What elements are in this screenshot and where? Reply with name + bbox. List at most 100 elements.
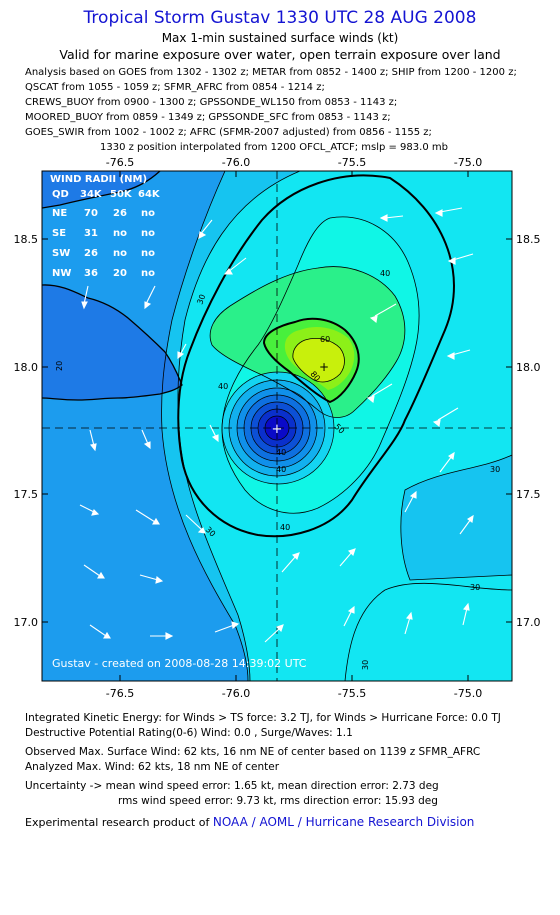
wind-arrow xyxy=(89,429,97,452)
wind-arrow xyxy=(144,285,156,310)
wind-arrow xyxy=(83,564,105,579)
interpolation-note: 1330 z position interpolated from 1200 O… xyxy=(100,142,448,153)
wind-arrow xyxy=(434,207,463,217)
lat-tick-label: 18.0 xyxy=(516,361,541,374)
lon-tick-label: -76.5 xyxy=(106,156,134,169)
lon-tick-label: -75.5 xyxy=(338,156,366,169)
wind-arrow xyxy=(343,605,355,627)
contour-30-south xyxy=(344,582,512,681)
contour-30-east xyxy=(400,454,512,581)
contour-label: 40 xyxy=(218,382,228,391)
wind-arrow xyxy=(135,509,160,525)
lon-tick-label: -75.0 xyxy=(454,156,482,169)
latitude-labels-left: 18.5 18.0 17.5 17.0 xyxy=(14,233,39,629)
contour-label: 30 xyxy=(195,293,207,306)
land-haiti xyxy=(42,171,160,208)
lat-tick-label: 18.0 xyxy=(14,361,39,374)
analysis-line: Analysis based on GOES from 1302 - 1302 … xyxy=(25,67,517,78)
wind-arrow xyxy=(339,548,356,567)
lat-tick-label: 18.5 xyxy=(516,233,541,246)
wind-arrow xyxy=(281,552,300,573)
wind-arrow xyxy=(369,303,397,324)
wind-arrow xyxy=(264,624,284,643)
radii-value: no xyxy=(141,248,155,259)
contour-34-gale xyxy=(177,174,455,538)
analysis-line: QSCAT from 1055 - 1059 z; SFMR_AFRC from… xyxy=(25,82,325,93)
radii-header-cell: 50K xyxy=(110,189,133,200)
contour-label: 60 xyxy=(320,335,330,344)
radii-quadrant: NW xyxy=(52,268,71,279)
analysis-line: CREWS_BUOY from 0900 - 1300 z; GPSSONDE_… xyxy=(25,97,398,108)
coastline xyxy=(42,284,183,401)
wind-arrow xyxy=(432,407,459,428)
wind-arrow xyxy=(379,214,404,222)
analysis-sources: Analysis based on GOES from 1302 - 1302 … xyxy=(25,65,555,155)
radii-header-cell: 34K xyxy=(80,189,103,200)
uncertainty-line: Uncertainty -> mean wind speed error: 1.… xyxy=(25,780,439,792)
contour-label: 20 xyxy=(55,361,64,371)
hrd-link[interactable]: NOAA / AOML / Hurricane Research Divisio… xyxy=(212,815,475,829)
destructive-potential-line: Destructive Potential Rating(0-6) Wind: … xyxy=(25,727,353,739)
wind-arrow xyxy=(89,624,111,639)
analysis-line: MOORED_BUOY from 0859 - 1349 z; GPSSONDE… xyxy=(25,112,391,123)
radii-value: 26 xyxy=(113,208,127,219)
radii-value: no xyxy=(141,268,155,279)
radii-value: 36 xyxy=(84,268,98,279)
lon-tick-label: -75.5 xyxy=(338,687,366,700)
lat-tick-label: 17.0 xyxy=(14,616,39,629)
longitude-labels-bottom: -76.5 -76.0 -75.5 -75.0 xyxy=(106,687,482,700)
creation-stamp: Gustav - created on 2008-08-28 14:39:02 … xyxy=(52,657,307,670)
radii-quadrant: SW xyxy=(52,248,70,259)
latitude-labels-right: 18.5 18.0 17.5 17.0 xyxy=(516,233,541,629)
wind-arrow xyxy=(185,514,206,534)
wind-arrow xyxy=(198,219,213,239)
radii-value: no xyxy=(141,228,155,239)
map-frame xyxy=(41,170,513,682)
wind-arrow xyxy=(366,383,393,404)
ike-line: Integrated Kinetic Energy: for Winds > T… xyxy=(25,712,501,724)
radii-quadrant: NE xyxy=(52,208,67,219)
lon-tick-label: -76.5 xyxy=(106,687,134,700)
wind-arrow xyxy=(139,574,164,584)
radii-value: 70 xyxy=(84,208,98,219)
wind-radii-table: WIND RADII (NM) QD 34K 50K 64K NE 70 26 … xyxy=(50,174,161,279)
wind-radii-title: WIND RADII (NM) xyxy=(50,174,147,185)
validity-note: Valid for marine exposure over water, op… xyxy=(59,47,501,62)
contour-label: 40 xyxy=(276,465,286,474)
map-subtitle: Max 1-min sustained surface winds (kt) xyxy=(161,31,399,45)
map-title: Tropical Storm Gustav 1330 UTC 28 AUG 20… xyxy=(83,8,477,28)
wind-field: + + 20 30 30 30 30 30 40 40 40 40 40 50 … xyxy=(42,171,512,681)
contour-64-hurricane xyxy=(262,317,360,404)
tick-marks xyxy=(42,171,512,681)
credit-prefix: Experimental research product of xyxy=(25,816,210,829)
radii-value: 31 xyxy=(84,228,98,239)
analyzed-max-wind-line: Analyzed Max. Wind: 62 kts, 18 nm NE of … xyxy=(25,761,280,773)
wind-arrow xyxy=(462,602,470,626)
wind-arrow xyxy=(439,451,455,473)
wind-arrow xyxy=(79,504,100,516)
lon-tick-label: -76.0 xyxy=(222,156,250,169)
contour-label: 30 xyxy=(490,465,500,474)
contour-label: 30 xyxy=(361,660,370,670)
contour-label: 40 xyxy=(280,523,290,532)
band-20 xyxy=(42,171,248,681)
lon-tick-label: -75.0 xyxy=(454,687,482,700)
contour-50 xyxy=(209,266,406,418)
radii-value: no xyxy=(113,248,127,259)
contour-label: 40 xyxy=(380,269,390,278)
lat-tick-label: 17.0 xyxy=(516,616,541,629)
lat-tick-label: 17.5 xyxy=(516,488,541,501)
wind-arrow xyxy=(459,514,474,535)
analysis-line: GOES_SWIR from 1002 - 1002 z; AFRC (SFMR… xyxy=(25,127,432,138)
wind-arrow xyxy=(81,285,89,310)
footer-summary: Integrated Kinetic Energy: for Winds > T… xyxy=(25,711,555,830)
radii-value: 20 xyxy=(113,268,127,279)
rms-error-line: rms wind speed error: 9.73 kt, rms direc… xyxy=(118,795,438,807)
wind-arrow xyxy=(141,429,151,450)
wind-vectors xyxy=(79,207,474,643)
lat-tick-label: 18.5 xyxy=(14,233,39,246)
contour-80 xyxy=(292,338,345,383)
radii-value: no xyxy=(113,228,127,239)
radii-header-cell: QD xyxy=(52,189,69,200)
